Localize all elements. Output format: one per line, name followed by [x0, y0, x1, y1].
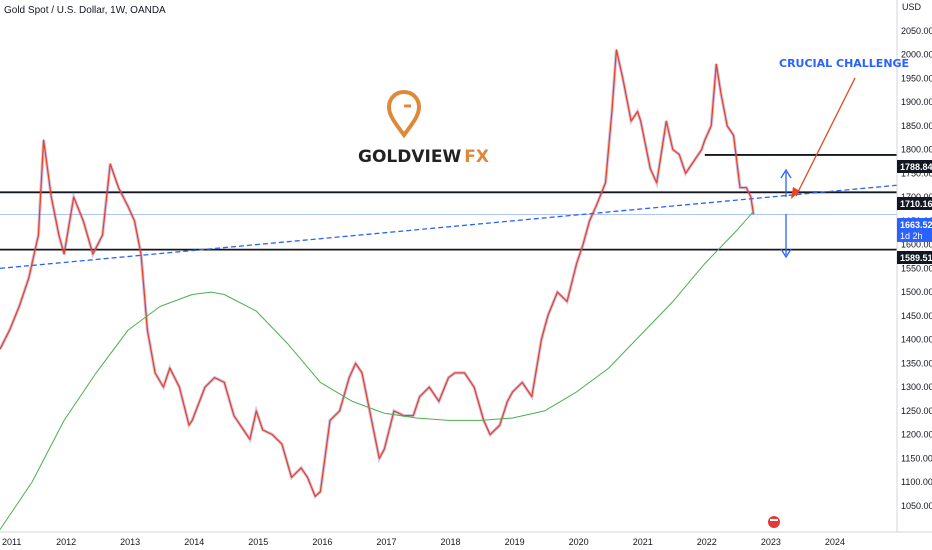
price-tick-label: 1500.000 — [901, 287, 932, 297]
price-tick-label: 1400.000 — [901, 335, 932, 345]
price-tick-label: 2000.000 — [901, 50, 932, 60]
support-price-tag: 1589.516 — [897, 251, 932, 264]
price-tick-label: 1350.000 — [901, 358, 932, 368]
price-tick-label: 1950.000 — [901, 73, 932, 83]
time-tick-label: 2015 — [248, 537, 268, 547]
time-tick-label: 2013 — [120, 537, 140, 547]
time-axis-ticks: 2011 2012 2013 2014 2015 2016 2017 2018 2019 2020… — [2, 537, 845, 547]
time-tick-label: 2016 — [312, 537, 332, 547]
challenge-arrow-head-icon — [791, 187, 800, 199]
svg-text:1d 2h: 1d 2h — [900, 231, 923, 241]
svg-text:1710.161: 1710.161 — [900, 199, 932, 209]
time-tick-label: 2022 — [697, 537, 717, 547]
price-tick-label: 2050.000 — [901, 26, 932, 36]
svg-text:1788.843: 1788.843 — [900, 162, 932, 172]
price-axis-ticks: 1050.000 1100.000 1150.000 1200.000 1250.000… — [901, 26, 932, 511]
time-tick-label: 2014 — [184, 537, 204, 547]
time-tick-label: 2018 — [441, 537, 461, 547]
dashed-trendline[interactable] — [0, 184, 898, 270]
time-tick-label: 2021 — [633, 537, 653, 547]
time-tick-label: 2024 — [825, 537, 845, 547]
price-tick-label: 1300.000 — [901, 382, 932, 392]
price-tick-label: 1750.000 — [901, 168, 932, 178]
chart-title: Gold Spot / U.S. Dollar, 1W, OANDA — [4, 5, 166, 16]
down-arrow-icon — [780, 248, 792, 259]
price-tick-label: 1800.000 — [901, 145, 932, 155]
challenge-arrow — [795, 77, 856, 197]
price-tick-label: 1850.000 — [901, 121, 932, 131]
logo-text: GOLDVIEW FX — [358, 147, 489, 167]
time-tick-label: 2019 — [505, 537, 525, 547]
currency-label: USD — [902, 2, 922, 12]
resistance-price-tag: 1788.843 — [897, 160, 932, 173]
price-tick-label: 1250.000 — [901, 406, 932, 416]
time-tick-label: 2020 — [569, 537, 589, 547]
time-tick-label: 2011 — [2, 537, 21, 547]
price-tick-label: 1900.000 — [901, 97, 932, 107]
goldview-logo — [386, 89, 422, 139]
price-series-line — [0, 49, 755, 498]
moving-average-line — [0, 211, 754, 530]
time-tick-label: 2023 — [761, 537, 781, 547]
series-group — [0, 49, 756, 530]
event-flag-icon[interactable] — [768, 516, 780, 528]
logo-pin-icon — [386, 89, 422, 139]
price-tick-label: 1100.000 — [901, 477, 932, 487]
current-price-tag: 1663.520 1d 2h — [897, 218, 932, 242]
price-tick-label: 1050.000 — [901, 501, 932, 511]
price-tick-label: 1550.000 — [901, 263, 932, 273]
event-flag-stripe — [770, 519, 778, 521]
trendline-group — [0, 184, 898, 270]
price-tick-label: 1450.000 — [901, 311, 932, 321]
svg-text:1663.520: 1663.520 — [900, 220, 932, 230]
time-tick-label: 2017 — [376, 537, 396, 547]
price-tick-label: 1600.000 — [901, 240, 932, 250]
svg-text:1589.516: 1589.516 — [900, 253, 932, 263]
price-tick-label: 1150.000 — [901, 453, 932, 463]
pivot-price-tag: 1710.161 — [897, 197, 932, 210]
level-lines — [0, 154, 897, 251]
crucial-challenge-label: CRUCIAL CHALLENGE — [779, 57, 909, 70]
up-arrow-icon — [780, 168, 792, 179]
time-tick-label: 2012 — [56, 537, 76, 547]
price-tick-label: 1200.000 — [901, 430, 932, 440]
